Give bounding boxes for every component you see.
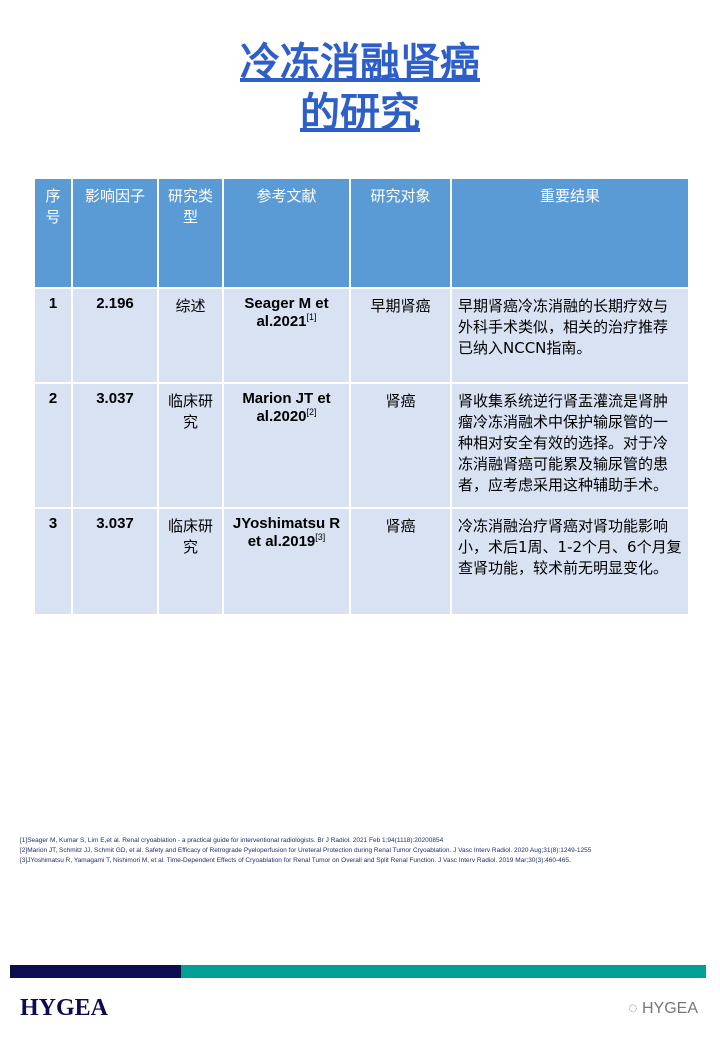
header-if: 影响因子 [71, 177, 159, 289]
footer-bar-navy [10, 965, 181, 978]
title-line-2: 的研究 [300, 90, 420, 136]
cell-ref: JYoshimatsu R et al.2019[3] [222, 507, 351, 616]
reference-2: [2]Marion JT, Schmitz JJ, Schmit GD, et … [20, 847, 592, 854]
cell-if: 3.037 [71, 507, 159, 616]
watermark: ◌ HYGEA [628, 1000, 698, 1018]
header-no: 序号 [33, 177, 73, 289]
cell-result: 早期肾癌冷冻消融的长期疗效与外科手术类似，相关的治疗推荐已纳入NCCN指南。 [450, 287, 690, 384]
study-table: 序号 影响因子 研究类型 参考文献 研究对象 重要结果 1 2.196 综述 S… [33, 177, 690, 616]
ref-sup: [2] [306, 407, 317, 417]
cell-no: 3 [33, 507, 73, 616]
header-ref: 参考文献 [222, 177, 351, 289]
ref-sup: [1] [306, 312, 317, 322]
table-row: 2 3.037 临床研究 Marion JT et al.2020[2] 肾癌 … [33, 382, 690, 509]
cell-subject: 肾癌 [349, 382, 452, 509]
header-result: 重要结果 [450, 177, 690, 289]
table-row: 3 3.037 临床研究 JYoshimatsu R et al.2019[3]… [33, 507, 690, 616]
cell-subject: 早期肾癌 [349, 287, 452, 384]
references: [1]Seager M, Kumar S, Lim E,et al. Renal… [20, 836, 591, 866]
cell-no: 1 [33, 287, 73, 384]
wechat-icon: ◌ [628, 1000, 642, 1017]
reference-3: [3]JYoshimatsu R, Yamagami T, Nishimori … [20, 857, 571, 864]
ref-text: Marion JT et al.2020 [242, 390, 331, 425]
cell-type: 临床研究 [157, 507, 224, 616]
header-subject: 研究对象 [349, 177, 452, 289]
hygea-logo: HYGEA [20, 995, 109, 1021]
ref-text: JYoshimatsu R et al.2019 [232, 515, 341, 550]
table-header: 序号 影响因子 研究类型 参考文献 研究对象 重要结果 [33, 177, 690, 289]
cell-ref: Seager M et al.2021[1] [222, 287, 351, 384]
table-row: 1 2.196 综述 Seager M et al.2021[1] 早期肾癌 早… [33, 287, 690, 384]
reference-1: [1]Seager M, Kumar S, Lim E,et al. Renal… [20, 837, 444, 844]
title-line-1: 冷冻消融肾癌 [240, 40, 480, 86]
header-type: 研究类型 [157, 177, 224, 289]
cell-result: 肾收集系统逆行肾盂灌流是肾肿瘤冷冻消融术中保护输尿管的一种相对安全有效的选择。对… [450, 382, 690, 509]
cell-type: 综述 [157, 287, 224, 384]
watermark-text: HYGEA [641, 1000, 698, 1017]
cell-result: 冷冻消融治疗肾癌对肾功能影响小，术后1周、1-2个月、6个月复查肾功能，较术前无… [450, 507, 690, 616]
ref-text: Seager M et al.2021 [244, 295, 329, 330]
cell-subject: 肾癌 [349, 507, 452, 616]
ref-sup: [3] [315, 532, 326, 542]
cell-if: 2.196 [71, 287, 159, 384]
footer-bar-teal [181, 965, 706, 978]
cell-type: 临床研究 [157, 382, 224, 509]
cell-no: 2 [33, 382, 73, 509]
cell-ref: Marion JT et al.2020[2] [222, 382, 351, 509]
cell-if: 3.037 [71, 382, 159, 509]
